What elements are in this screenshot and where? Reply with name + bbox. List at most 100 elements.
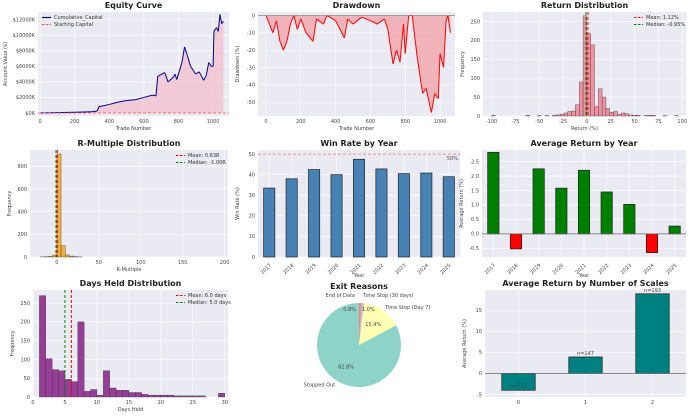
histogram-bar	[71, 382, 77, 397]
slice-pct-label: 1.0%	[362, 307, 375, 313]
y-axis-label: Frequency	[10, 331, 16, 357]
histogram-bar	[591, 45, 595, 116]
chart-title: Days Held Distribution	[80, 279, 182, 288]
y-tick-label: 600	[17, 187, 27, 193]
slice-pct-label: 0.8%	[343, 307, 356, 313]
y-tick-label: 200	[470, 38, 480, 44]
y-tick-label: 0	[27, 395, 30, 401]
x-tick-label: 50	[96, 260, 102, 266]
legend-entry: Median: -1.00R	[188, 160, 226, 166]
bar	[624, 204, 635, 233]
histogram-bar	[602, 97, 606, 116]
histogram-bar	[65, 379, 71, 397]
y-tick-label: 0	[252, 13, 255, 19]
bar	[376, 169, 387, 257]
histogram-bar	[69, 256, 73, 257]
chart-title: Win Rate by Year	[320, 139, 397, 148]
y-axis-label: Frequency	[7, 191, 13, 217]
y-tick-label: -0.5	[469, 246, 479, 252]
histogram-bar	[167, 395, 173, 397]
histogram-bar	[598, 89, 602, 116]
x-axis-label: Days Held	[118, 407, 143, 412]
panel-6	[33, 290, 228, 397]
histogram-bar	[186, 396, 192, 397]
bar	[533, 169, 544, 234]
y-axis-label: Account Value ($)	[3, 42, 9, 86]
y-tick-label: 15	[476, 308, 482, 314]
x-tick-label: 2022	[597, 263, 610, 276]
histogram-bar	[46, 359, 52, 397]
y-tick-label: 250	[20, 301, 30, 307]
y-tick-label: -10	[247, 31, 255, 37]
panel-5	[482, 150, 686, 257]
x-tick-label: 2	[651, 400, 654, 406]
slice-label: Time Stop (30 days)	[362, 293, 413, 299]
histogram-bar	[110, 388, 116, 397]
legend-entry: Mean: 1.12%	[646, 15, 679, 21]
x-tick-label: 2025	[665, 263, 678, 276]
x-tick-label: 1	[584, 400, 587, 406]
chart-title: Drawdown	[333, 1, 381, 10]
x-tick-label: 2022	[372, 263, 385, 276]
histogram-bar	[606, 108, 610, 116]
x-tick-label: 2018	[506, 263, 519, 276]
y-tick-label: 0	[24, 255, 27, 261]
x-tick-label: 2023	[620, 263, 633, 276]
y-tick-label: 200	[17, 232, 27, 238]
histogram-bar	[154, 395, 160, 397]
y-tick-label: 0	[252, 255, 255, 261]
bar	[556, 188, 567, 234]
y-tick-label: 0.0	[471, 232, 479, 238]
histogram-bar	[135, 392, 141, 397]
legend-entry: Mean: 6.0 days	[188, 293, 227, 299]
slice-pct-label: 15.4%	[365, 322, 381, 328]
y-tick-label: 0	[477, 114, 480, 120]
histogram-bar	[568, 111, 572, 116]
histogram-bar	[193, 396, 199, 397]
x-tick-label: 0	[31, 400, 34, 406]
y-tick-label: 100	[20, 357, 30, 363]
y-tick-label: 1.0	[471, 203, 479, 209]
legend-entry: Cumulative_Capital	[54, 15, 103, 21]
bar	[510, 234, 521, 249]
legend-entry: Median: 5.0 days	[188, 300, 231, 306]
x-tick-label: 0	[264, 119, 267, 125]
y-tick-label: $4000K	[16, 80, 36, 86]
y-tick-label: 5	[479, 350, 482, 356]
bar	[578, 170, 589, 234]
histogram-bar	[572, 111, 576, 116]
legend-entry: Mean: 0.63R	[188, 153, 220, 159]
x-axis-label: Trade Number	[338, 126, 375, 132]
x-tick-label: 50	[631, 119, 637, 125]
slice-pct-label: 82.8%	[338, 365, 354, 371]
x-tick-label: -75	[511, 119, 519, 125]
x-tick-label: 2017	[260, 263, 273, 276]
histogram-bar	[52, 370, 58, 397]
x-tick-label: 2020	[327, 263, 340, 276]
chart-title: R-Multiple Distribution	[78, 139, 181, 148]
x-tick-label: 25	[190, 400, 196, 406]
y-tick-label: 10	[476, 329, 482, 335]
y-tick-label: -50	[247, 100, 255, 106]
y-axis-label: Average Return (%)	[459, 179, 465, 228]
histogram-bar	[556, 115, 560, 116]
histogram-bar	[116, 390, 122, 397]
x-tick-label: 2017	[484, 263, 497, 276]
histogram-bar	[575, 105, 579, 116]
bar	[286, 179, 297, 257]
x-tick-label: 800	[400, 119, 410, 125]
y-tick-label: $10000K	[13, 33, 36, 39]
y-tick-label: -40	[247, 83, 255, 89]
x-axis-label: R-Multiple	[117, 267, 142, 273]
histogram-bar	[161, 395, 167, 397]
x-tick-label: 600	[366, 119, 376, 125]
x-tick-label: 2025	[439, 263, 452, 276]
y-axis-label: Average Return (%)	[462, 319, 468, 368]
y-tick-label: -5	[477, 392, 482, 398]
y-tick-label: 2.5	[471, 159, 479, 165]
x-tick-label: 30	[222, 400, 228, 406]
bar	[353, 159, 364, 257]
histogram-bar	[103, 371, 109, 397]
histogram-bar	[560, 114, 564, 116]
y-tick-label: $2000K	[16, 95, 36, 101]
